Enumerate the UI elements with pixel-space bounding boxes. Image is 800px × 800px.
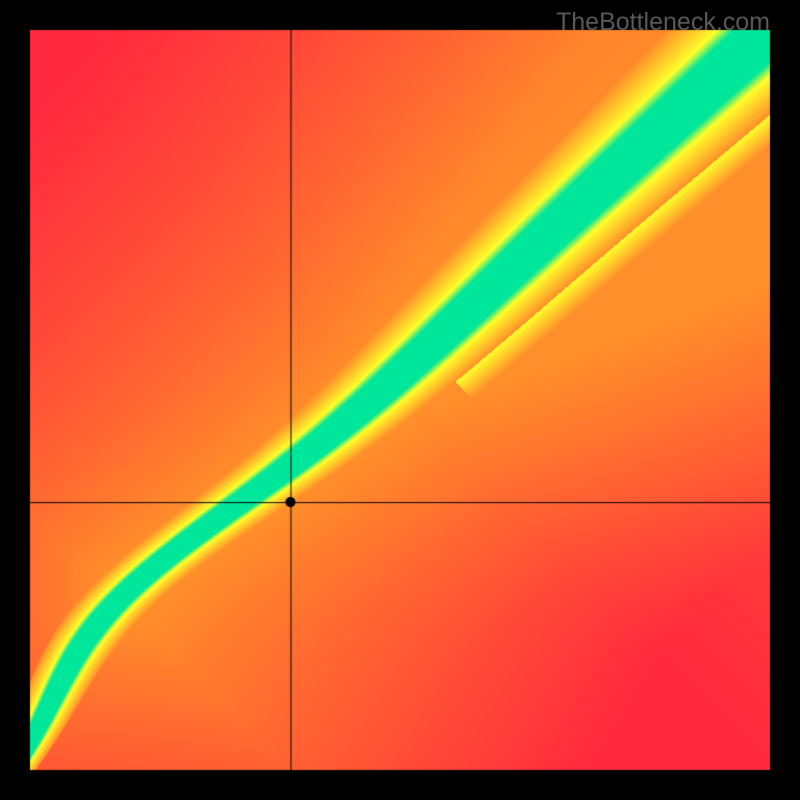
watermark-text: TheBottleneck.com xyxy=(556,8,770,37)
chart-container: TheBottleneck.com xyxy=(0,0,800,800)
bottleneck-heatmap xyxy=(0,0,800,800)
